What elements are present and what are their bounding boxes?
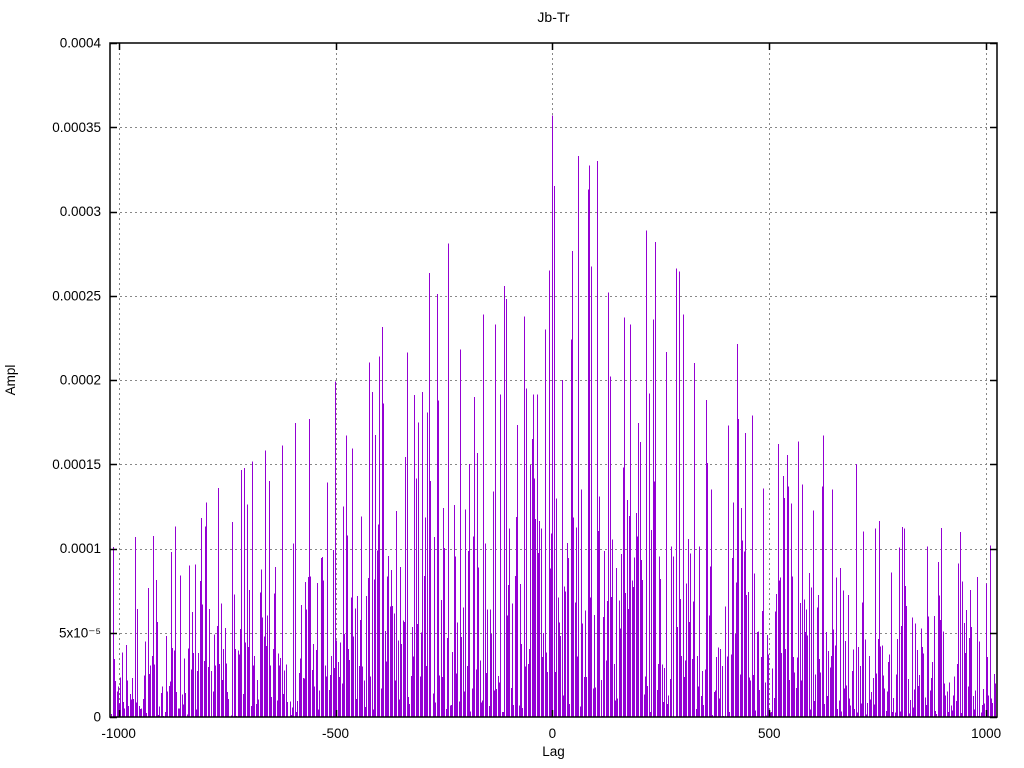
x-tick-label: 1000 xyxy=(971,726,1001,741)
y-tick-label: 0 xyxy=(93,710,101,725)
y-tick-label: 0.0002 xyxy=(60,373,101,388)
x-tick-label: -500 xyxy=(322,726,349,741)
y-tick-label: 5x10⁻⁵ xyxy=(59,625,101,640)
chart-title: Jb-Tr xyxy=(537,9,569,25)
tick-labels: 0 5x10⁻⁵ 0.0001 0.00015 0.0002 0.00025 0.0003 0… xyxy=(52,36,1001,742)
y-tick-label: 0.00025 xyxy=(52,288,101,303)
y-tick-label: 0.0001 xyxy=(60,541,101,556)
plot-frame xyxy=(109,42,998,719)
x-tick-label: 0 xyxy=(549,726,557,741)
impulse-series xyxy=(110,115,996,717)
y-tick-label: 0.0003 xyxy=(60,204,101,219)
impulse-path xyxy=(110,115,996,717)
y-tick-label: 0.00015 xyxy=(52,457,101,472)
y-tick-label: 0.00035 xyxy=(52,120,101,135)
tick-marks xyxy=(110,42,997,719)
x-tick-label: 500 xyxy=(758,726,781,741)
x-axis-label: Lag xyxy=(542,744,565,759)
x-tick-label: -1000 xyxy=(101,726,136,741)
y-tick-label: 0.0004 xyxy=(60,36,102,51)
y-axis-label: Ampl xyxy=(3,365,18,396)
